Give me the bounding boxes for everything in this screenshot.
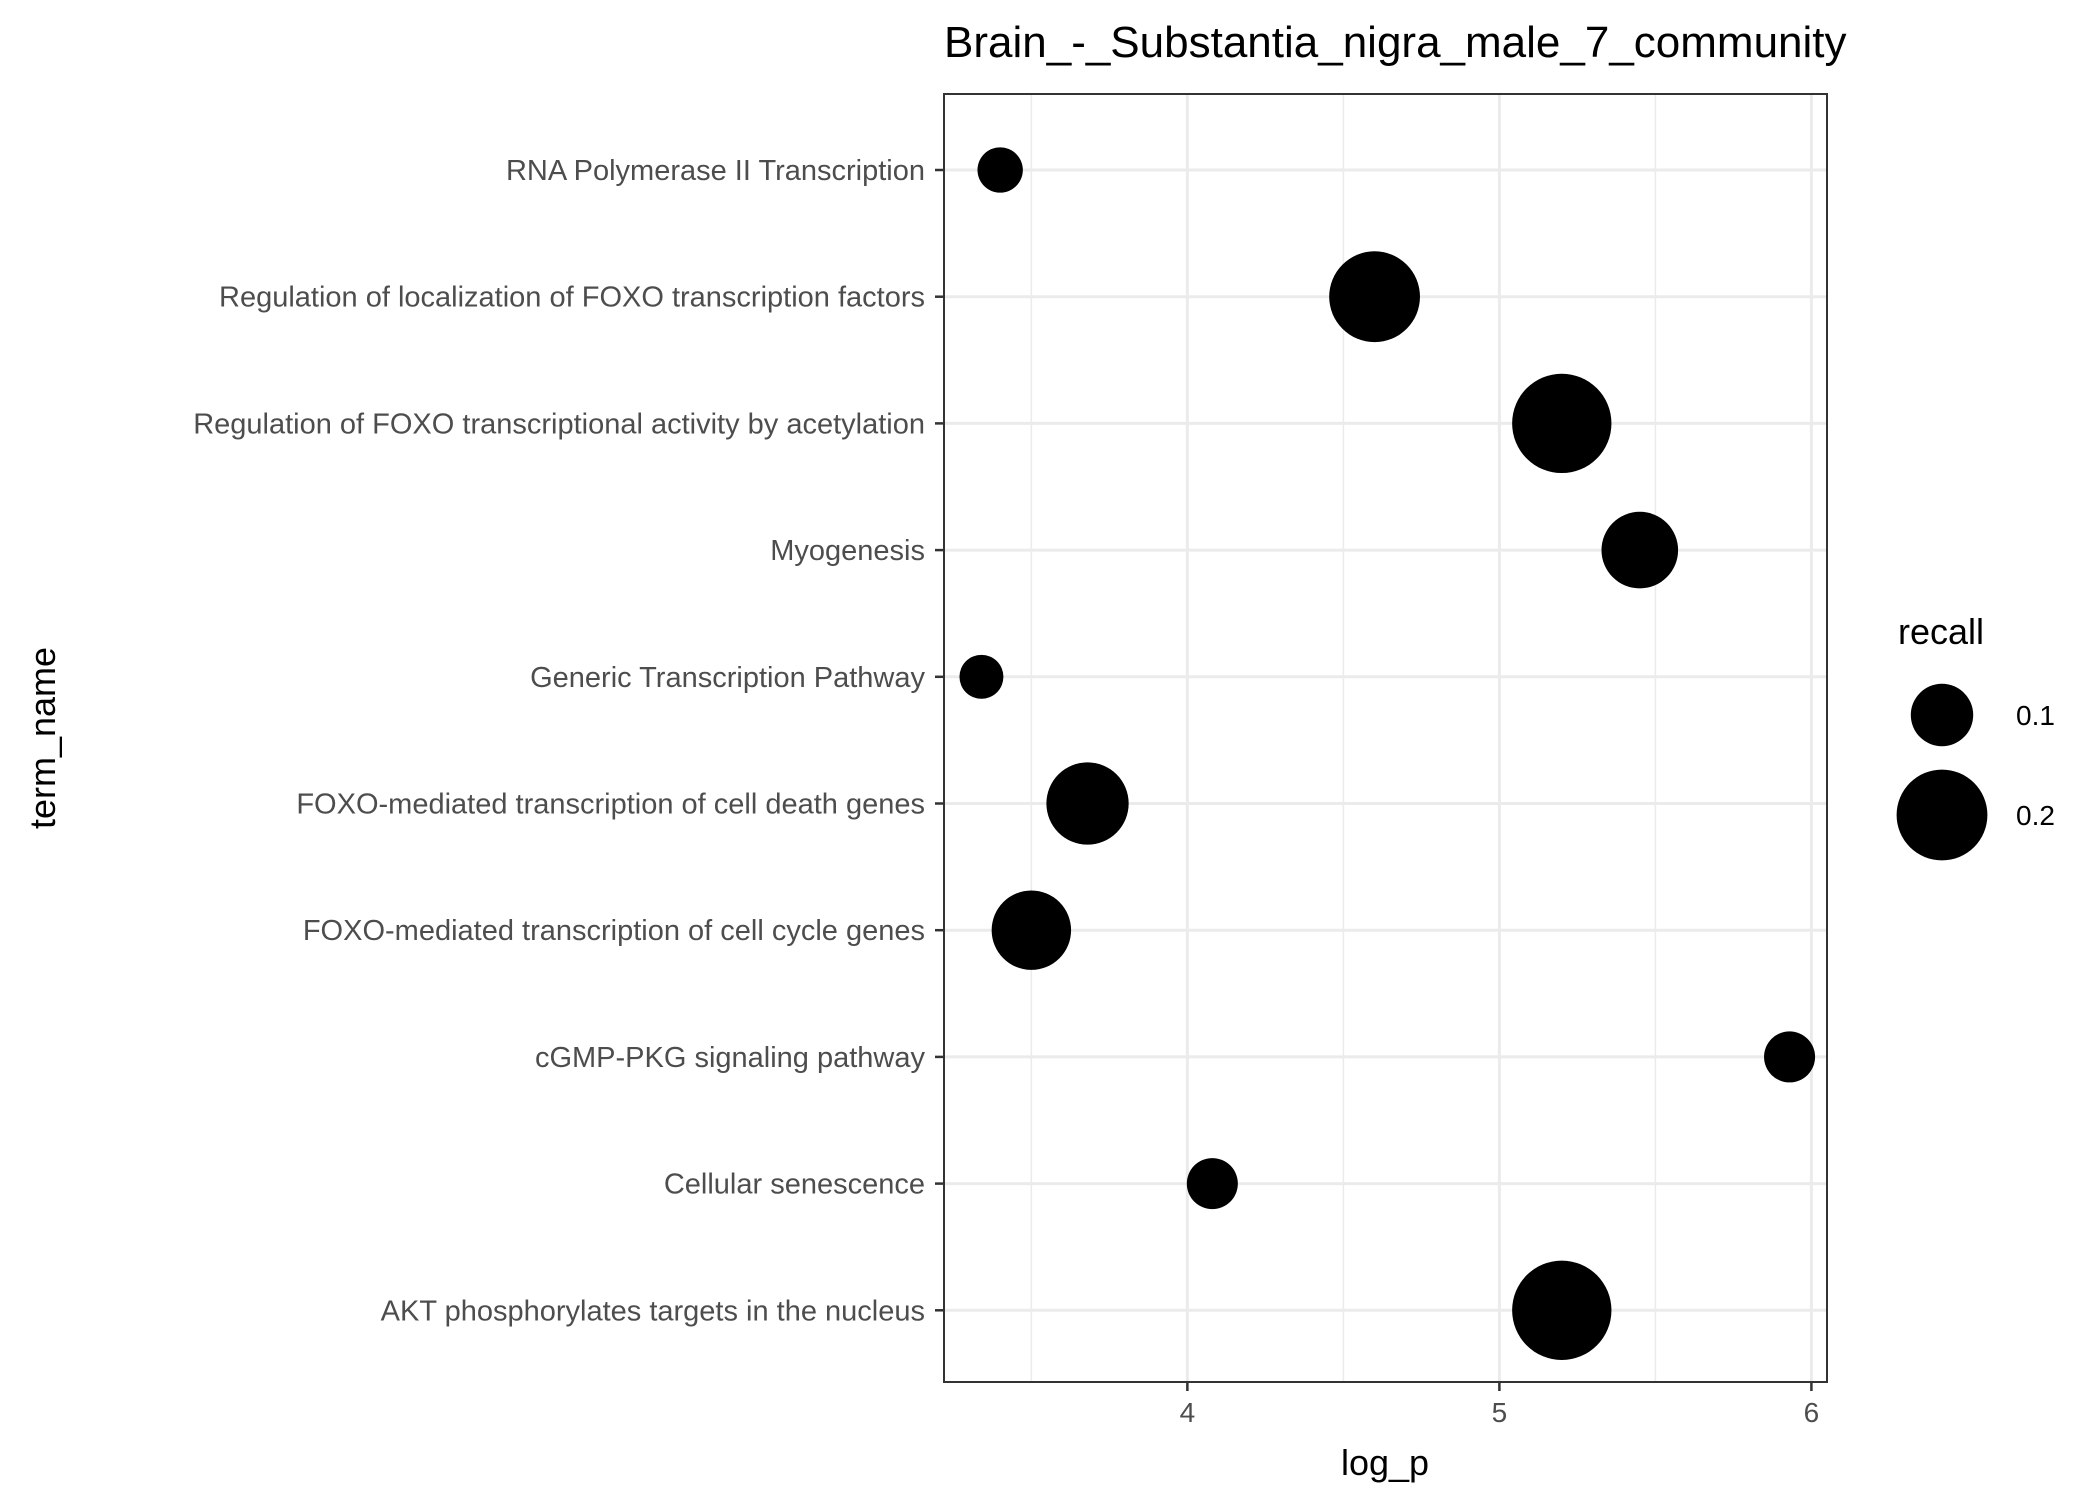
legend: recall 0.1 0.2 [1896,611,2055,861]
panel-border [943,93,1828,1383]
data-point [1512,1260,1612,1360]
y-category-label: Generic Transcription Pathway [530,662,925,694]
x-axis-label: log_p [1341,1442,1429,1483]
data-point [1512,373,1612,474]
plot-panel [943,93,1828,1383]
y-category-label: Regulation of FOXO transcriptional activ… [193,408,925,440]
y-category-label: RNA Polymerase II Transcription [506,155,925,187]
y-category-label: cGMP-PKG signaling pathway [535,1042,926,1074]
chart-title: Brain_-_Substantia_nigra_male_7_communit… [944,18,1847,67]
legend-label: 0.2 [2016,800,2055,831]
legend-key [1896,769,1988,861]
y-category-label: Regulation of localization of FOXO trans… [219,282,925,314]
y-axis-label: term_name [22,647,63,829]
data-point [991,890,1072,970]
legend-key [1910,683,1974,747]
x-tick-label: 4 [1180,1397,1196,1428]
legend-label: 0.1 [2016,700,2055,731]
data-point [1329,251,1420,343]
data-point [977,147,1023,193]
data-points [959,147,1816,1360]
data-point [1601,511,1679,589]
x-tick-label: 6 [1804,1397,1820,1428]
data-point [1186,1158,1238,1210]
x-axis: 4 5 6 [1180,1382,1820,1428]
y-category-label: AKT phosphorylates targets in the nucleu… [381,1295,925,1327]
y-category-label: FOXO-mediated transcription of cell deat… [296,789,925,821]
legend-title: recall [1898,611,1984,652]
x-tick-label: 5 [1492,1397,1508,1428]
data-point [959,654,1004,699]
data-point [1764,1031,1816,1083]
y-category-label: Myogenesis [770,535,925,567]
y-category-label: FOXO-mediated transcription of cell cycl… [303,915,925,947]
y-category-label: Cellular senescence [664,1169,925,1201]
data-point [1046,762,1129,845]
y-axis: RNA Polymerase II Transcription Regulatio… [193,155,944,1327]
